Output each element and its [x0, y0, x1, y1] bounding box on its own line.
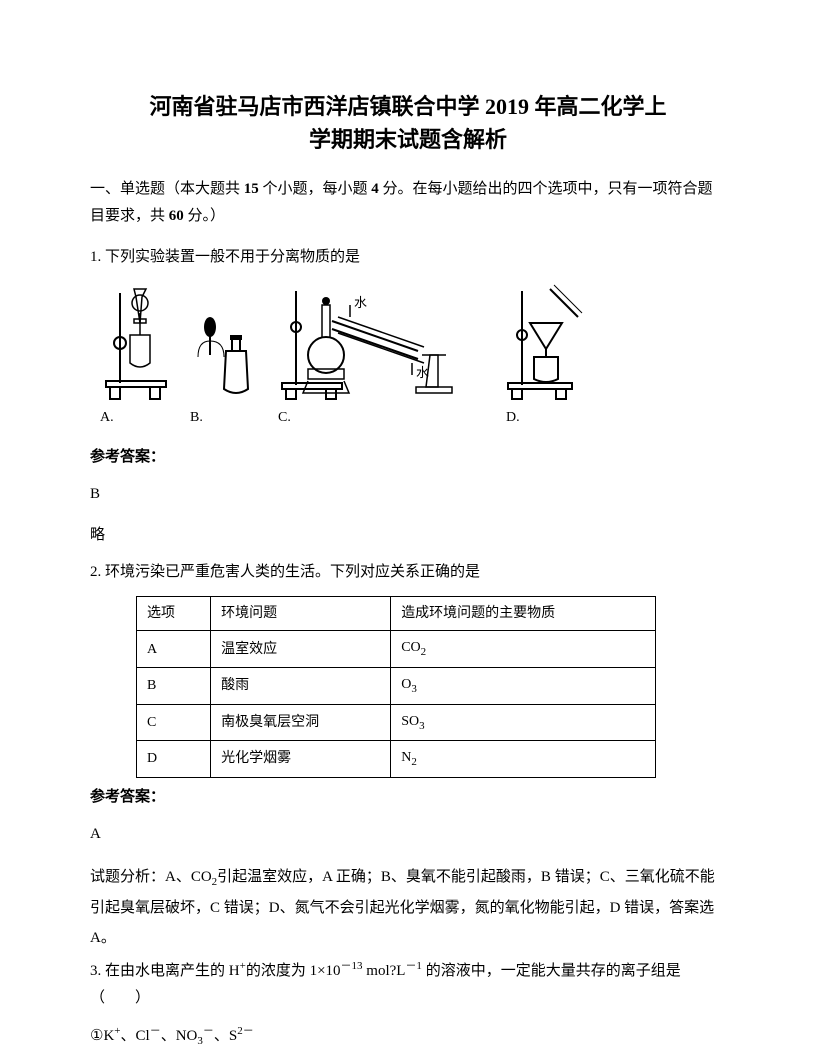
- doc-title: 河南省驻马店市西洋店镇联合中学 2019 年高二化学上 学期期末试题含解析: [90, 90, 726, 156]
- table-row: D 光化学烟雾 N2: [137, 741, 656, 778]
- env-table: 选项 环境问题 造成环境问题的主要物质 A 温室效应 CO2 B 酸雨 O3 C…: [136, 596, 656, 778]
- cell: D: [137, 741, 211, 778]
- separating-funnel-icon: [100, 283, 172, 401]
- cell: O3: [391, 667, 656, 704]
- t: ①K: [90, 1028, 114, 1044]
- t: CO: [401, 640, 420, 655]
- apparatus-figures: A. B. 水: [100, 283, 726, 430]
- section-intro: 一、单选题（本大题共 15 个小题，每小题 4 分。在每小题给出的四个选项中，只…: [90, 176, 726, 230]
- t: O: [401, 677, 411, 692]
- ref-answer-label-1: 参考答案：: [90, 444, 726, 471]
- cell: 温室效应: [211, 631, 391, 668]
- q1-note: 略: [90, 522, 726, 549]
- t: 的浓度为 1×10: [246, 963, 341, 979]
- table-header-row: 选项 环境问题 造成环境问题的主要物质: [137, 597, 656, 631]
- t: 分。）: [184, 208, 225, 224]
- question-1: 1. 下列实验装置一般不用于分离物质的是: [90, 244, 726, 271]
- t: 、S: [214, 1028, 237, 1044]
- water-out-label: 水: [354, 295, 367, 310]
- th-option: 选项: [137, 597, 211, 631]
- t: 、Cl: [121, 1028, 150, 1044]
- q2-analysis: 试题分析：A、CO2引起温室效应，A 正确；B、臭氧不能引起酸雨，B 错误；C、…: [90, 862, 726, 953]
- t: 试题分析：A、CO: [90, 869, 212, 885]
- fig-label-b: B.: [190, 405, 260, 430]
- t: SO: [401, 714, 419, 729]
- title-line-2: 学期期末试题含解析: [309, 127, 507, 152]
- apparatus-a: A.: [100, 283, 172, 430]
- t: 一、单选题（本大题共: [90, 181, 244, 197]
- cell: A: [137, 631, 211, 668]
- t: 3: [411, 683, 417, 695]
- t: 3. 在由水电离产生的 H: [90, 963, 240, 979]
- q1-answer: B: [90, 481, 726, 508]
- t: 个小题，每小题: [259, 181, 372, 197]
- t: 3: [419, 719, 425, 731]
- t: 60: [169, 208, 184, 224]
- fig-label-a: A.: [100, 405, 172, 430]
- t: －13: [341, 960, 363, 972]
- t: －: [150, 1025, 161, 1037]
- t: 2: [411, 756, 417, 768]
- cell: SO3: [391, 704, 656, 741]
- t: －: [203, 1025, 214, 1037]
- q2-answer: A: [90, 821, 726, 848]
- cell: N2: [391, 741, 656, 778]
- cell: 酸雨: [211, 667, 391, 704]
- flask-dropper-icon: [190, 311, 260, 401]
- apparatus-c: 水 水 C.: [278, 283, 488, 430]
- question-3: 3. 在由水电离产生的 H+的浓度为 1×10－13 mol?L－1 的溶液中，…: [90, 957, 726, 1012]
- t: 、NO: [161, 1028, 198, 1044]
- table-row: A 温室效应 CO2: [137, 631, 656, 668]
- t: 15: [244, 181, 259, 197]
- cell: C: [137, 704, 211, 741]
- cell: 南极臭氧层空洞: [211, 704, 391, 741]
- distillation-icon: 水 水: [278, 283, 488, 401]
- fig-label-c: C.: [278, 405, 488, 430]
- table/row: C 南极臭氧层空洞 SO3: [137, 704, 656, 741]
- t: 2－: [237, 1025, 254, 1037]
- question-2: 2. 环境污染已严重危害人类的生活。下列对应关系正确的是: [90, 559, 726, 586]
- t: 2: [421, 646, 427, 658]
- th-problem: 环境问题: [211, 597, 391, 631]
- th-substance: 造成环境问题的主要物质: [391, 597, 656, 631]
- title-line-1: 河南省驻马店市西洋店镇联合中学 2019 年高二化学上: [149, 94, 666, 119]
- cell: CO2: [391, 631, 656, 668]
- table-row: B 酸雨 O3: [137, 667, 656, 704]
- q3-ion-group-1: ①K+、Cl－、NO3－、S2－: [90, 1022, 726, 1052]
- ref-answer-label-2: 参考答案：: [90, 784, 726, 811]
- apparatus-b: B.: [190, 311, 260, 430]
- t: mol?L: [363, 963, 406, 979]
- filtration-icon: [506, 283, 586, 401]
- apparatus-d: D.: [506, 283, 586, 430]
- t: 4: [371, 181, 379, 197]
- fig-label-d: D.: [506, 405, 586, 430]
- t: －1: [405, 960, 422, 972]
- t: N: [401, 750, 411, 765]
- cell: B: [137, 667, 211, 704]
- cell: 光化学烟雾: [211, 741, 391, 778]
